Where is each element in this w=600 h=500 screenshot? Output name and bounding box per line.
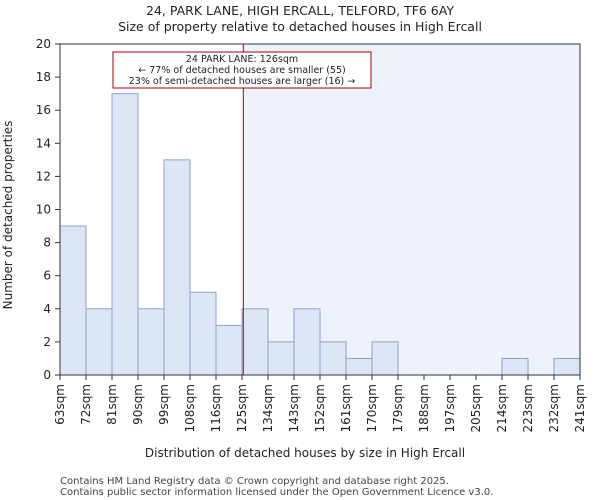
- x-tick-label: 223sqm: [521, 384, 535, 432]
- bar: [553, 357, 581, 376]
- x-tick-label: 81sqm: [105, 384, 119, 425]
- x-tick-label: 72sqm: [79, 384, 93, 425]
- x-tick-label: 116sqm: [209, 384, 223, 432]
- bar: [111, 93, 139, 376]
- bar: [501, 357, 529, 376]
- bar: [163, 159, 191, 376]
- bar: [371, 341, 399, 376]
- y-tick-label: 6: [43, 269, 51, 283]
- annotation-line: 23% of semi-detached houses are larger (…: [129, 76, 356, 87]
- x-tick-label: 125sqm: [235, 384, 249, 432]
- y-tick-label: 14: [36, 136, 51, 150]
- x-axis-title: Distribution of detached houses by size …: [145, 446, 465, 460]
- x-tick-label: 232sqm: [547, 384, 561, 432]
- y-tick-label: 4: [43, 302, 51, 316]
- chart-title: 24, PARK LANE, HIGH ERCALL, TELFORD, TF6…: [146, 3, 454, 18]
- x-tick-label: 134sqm: [261, 384, 275, 432]
- annotation-line: 24 PARK LANE: 126sqm: [186, 54, 298, 65]
- y-tick-label: 20: [36, 37, 51, 51]
- bar: [85, 308, 113, 376]
- x-tick-label: 152sqm: [313, 384, 327, 432]
- annotation-line: ← 77% of detached houses are smaller (55…: [138, 65, 345, 76]
- bar: [345, 357, 373, 376]
- y-axis-title: Number of detached properties: [1, 121, 15, 310]
- bar: [241, 308, 269, 376]
- footer-line-1: Contains HM Land Registry data © Crown c…: [60, 476, 449, 487]
- chart-subtitle: Size of property relative to detached ho…: [118, 19, 482, 34]
- y-tick-label: 0: [43, 368, 51, 382]
- x-tick-label: 214sqm: [495, 384, 509, 432]
- x-tick-label: 170sqm: [365, 384, 379, 432]
- x-tick-label: 63sqm: [53, 384, 67, 425]
- bar: [59, 225, 87, 376]
- y-tick-label: 18: [36, 70, 51, 84]
- bar: [319, 341, 347, 376]
- y-tick-label: 16: [36, 103, 51, 117]
- footer-line-2: Contains public sector information licen…: [60, 487, 493, 498]
- y-tick-label: 12: [36, 169, 51, 183]
- x-tick-label: 99sqm: [157, 384, 171, 425]
- y-tick-label: 2: [43, 335, 51, 349]
- bar: [293, 308, 321, 376]
- x-tick-label: 143sqm: [287, 384, 301, 432]
- annotation-box: [112, 51, 372, 89]
- bar: [189, 291, 217, 376]
- bar: [137, 308, 165, 376]
- x-tick-label: 108sqm: [183, 384, 197, 432]
- bar: [267, 341, 295, 376]
- x-tick-label: 161sqm: [339, 384, 353, 432]
- x-tick-label: 90sqm: [131, 384, 145, 425]
- y-tick-label: 10: [36, 203, 51, 217]
- x-tick-label: 188sqm: [417, 384, 431, 432]
- plot-area: 0 2 4 6 8 10 12 14 16 18 20 63sqm 72sqm 81sqm 90sqm 99s…: [36, 37, 587, 432]
- bar: [215, 324, 243, 376]
- x-tick-label: 205sqm: [469, 384, 483, 432]
- y-tick-label: 8: [43, 236, 51, 250]
- x-tick-label: 197sqm: [443, 384, 457, 432]
- x-tick-label: 179sqm: [391, 384, 405, 432]
- x-tick-label: 241sqm: [573, 384, 587, 432]
